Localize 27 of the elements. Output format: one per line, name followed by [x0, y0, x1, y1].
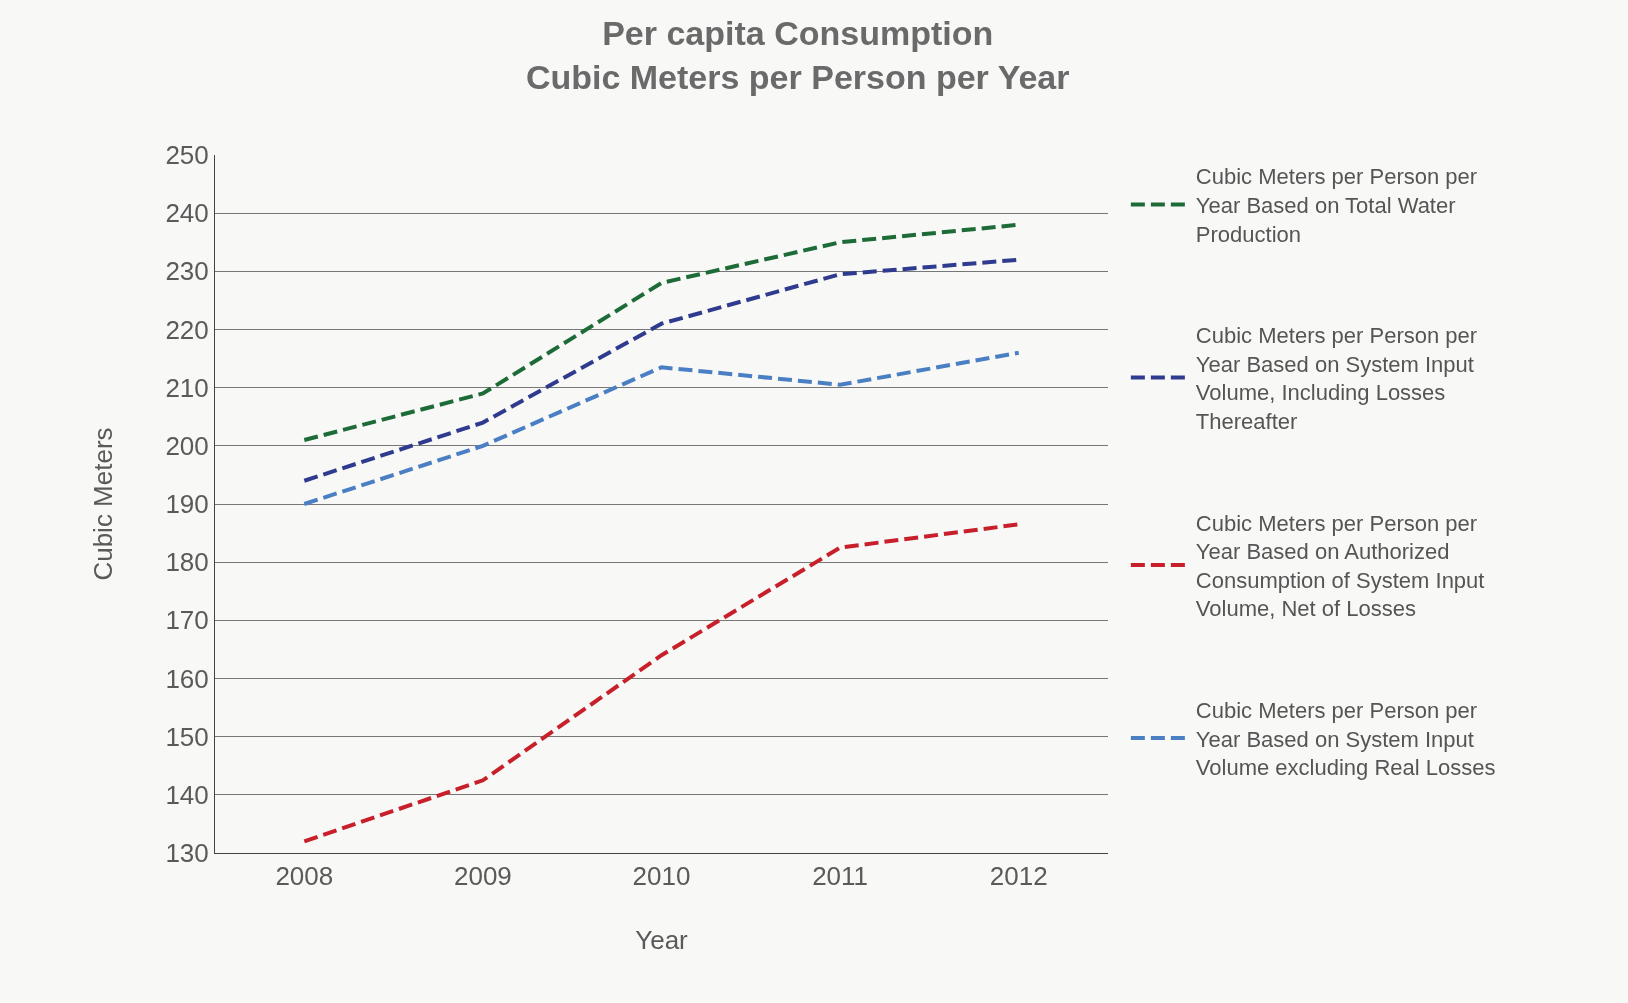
y-tick-label: 140 [165, 779, 209, 810]
x-axis-title: Year [635, 924, 689, 955]
y-tick-label: 240 [165, 198, 209, 229]
chart-title: Per capita Consumption Cubic Meters per Person per Year [525, 14, 1070, 97]
line-series [302, 350, 1021, 506]
y-tick-label: 250 [165, 140, 209, 171]
y-tick-label: 130 [165, 838, 209, 869]
legend-label: Cubic Meters per Person per Year Based on System Input Volume excluding Real Losses [1195, 697, 1496, 781]
x-tick-label: 2011 [812, 861, 869, 892]
x-tick-label: 2010 [632, 861, 691, 892]
y-tick-label: 150 [165, 721, 209, 752]
y-tick-label: 190 [165, 489, 209, 520]
legend-label: Cubic Meters per Person per Year Based on Total Water Production [1195, 164, 1478, 247]
x-tick-label: 2009 [453, 861, 512, 892]
line-series [302, 522, 1021, 844]
y-tick-label: 230 [165, 256, 209, 287]
y-tick-label: 160 [165, 663, 209, 694]
y-tick-label: 220 [165, 314, 209, 345]
y-axis-title: Cubic Meters [87, 427, 118, 581]
y-tick-label: 180 [165, 547, 209, 578]
legend-label: Cubic Meters per Person per Year Based on Authorized Consumption of System Input Volume, Net of Losses [1195, 510, 1485, 622]
legend-label: Cubic Meters per Person per Year Based on System Input Volume, Including Losses Thereafter [1195, 323, 1478, 434]
y-tick-label: 170 [165, 605, 209, 636]
x-tick-label: 2008 [275, 861, 334, 892]
y-tick-label: 200 [165, 430, 209, 461]
x-tick-label: 2012 [989, 861, 1048, 892]
y-tick-label: 210 [165, 372, 209, 403]
